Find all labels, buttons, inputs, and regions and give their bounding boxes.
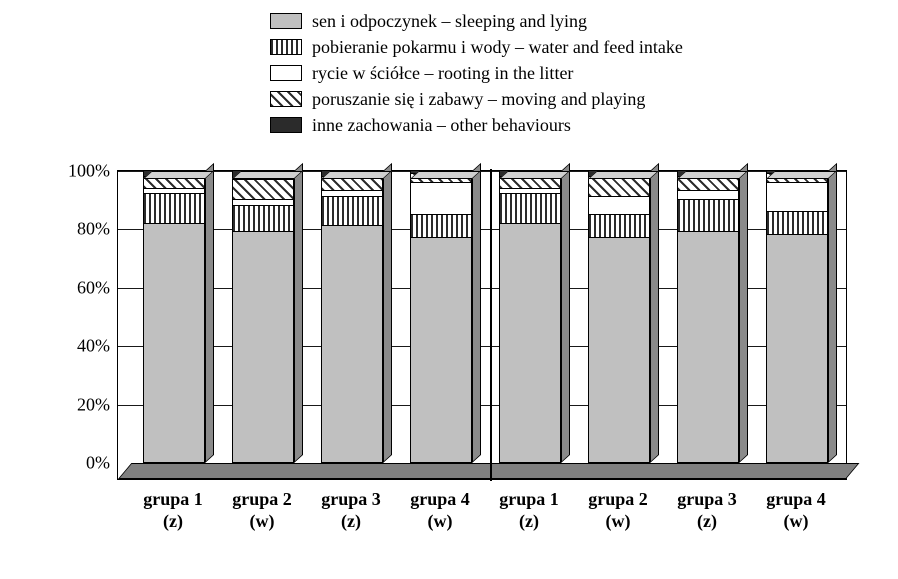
legend-label: sen i odpoczynek – sleeping and lying [312, 8, 587, 34]
bar-segment-rooting [588, 197, 650, 215]
chart-container: { "chart": { "type": "stacked-bar-3d-100… [0, 0, 898, 579]
bar [143, 171, 205, 463]
legend-label: rycie w ściółce – rooting in the litter [312, 60, 573, 86]
legend-item: poruszanie się i zabawy – moving and pla… [270, 86, 683, 112]
bar-segment-sleep [766, 235, 828, 463]
x-category-label: grupa 2(w) [217, 488, 307, 532]
bar-segment-moving [677, 177, 739, 192]
bar-segment-sleep [588, 238, 650, 463]
y-tick-label: 100% [50, 161, 110, 182]
bar-segment-sleep [410, 238, 472, 463]
bar-segment-intake [410, 215, 472, 238]
bar-segment-intake [143, 194, 205, 223]
bar-top-face [410, 171, 481, 179]
bar [766, 171, 828, 463]
bar-side-face [472, 163, 481, 463]
x-category-label: grupa 2(w) [573, 488, 663, 532]
bar-segment-rooting [766, 183, 828, 212]
bar-segment-sleep [143, 224, 205, 463]
bar-side-face [828, 163, 837, 463]
x-category-label: grupa 4(w) [751, 488, 841, 532]
mid-divider [490, 169, 492, 481]
y-tick-label: 40% [50, 336, 110, 357]
bar-segment-moving [321, 177, 383, 192]
bar-segment-rooting [410, 183, 472, 215]
bar-segment-intake [766, 212, 828, 235]
y-tick-label: 80% [50, 219, 110, 240]
bar-segment-intake [499, 194, 561, 223]
legend-swatch-intake [270, 39, 302, 55]
legend-label: poruszanie się i zabawy – moving and pla… [312, 86, 645, 112]
x-category-label: grupa 3(z) [306, 488, 396, 532]
bar-side-face [561, 163, 570, 463]
bar-side-face [205, 163, 214, 463]
bar-segment-sleep [321, 226, 383, 463]
bar-top-face [499, 171, 570, 179]
bar-segment-intake [677, 200, 739, 232]
bar-segment-intake [588, 215, 650, 238]
plot-area: 0%20%40%60%80%100% [117, 170, 847, 480]
bar-segment-intake [321, 197, 383, 226]
legend-item: sen i odpoczynek – sleeping and lying [270, 8, 683, 34]
bar-side-face [650, 163, 659, 463]
x-category-label: grupa 4(w) [395, 488, 485, 532]
bar-top-face [232, 171, 303, 179]
x-category-label: grupa 3(z) [662, 488, 752, 532]
bar-side-face [739, 163, 748, 463]
bar [677, 171, 739, 463]
legend-label: pobieranie pokarmu i wody – water and fe… [312, 34, 683, 60]
x-category-label: grupa 1(z) [484, 488, 574, 532]
bar-segment-intake [232, 206, 294, 232]
y-tick-label: 60% [50, 277, 110, 298]
bar [499, 171, 561, 463]
bar-top-face [588, 171, 659, 179]
legend-item: inne zachowania – other behaviours [270, 112, 683, 138]
bar [588, 171, 650, 463]
bar [410, 171, 472, 463]
bar-segment-moving [588, 177, 650, 197]
legend-label: inne zachowania – other behaviours [312, 112, 571, 138]
bar-side-face [383, 163, 392, 463]
bar [321, 171, 383, 463]
legend-swatch-rooting [270, 65, 302, 81]
bar-segment-sleep [499, 224, 561, 463]
legend-swatch-moving [270, 91, 302, 107]
legend-swatch-other [270, 117, 302, 133]
x-category-label: grupa 1(z) [128, 488, 218, 532]
y-tick-label: 0% [50, 453, 110, 474]
bar [232, 171, 294, 463]
legend-item: pobieranie pokarmu i wody – water and fe… [270, 34, 683, 60]
bar-side-face [294, 163, 303, 463]
bar-segment-sleep [677, 232, 739, 463]
bar-segment-rooting [677, 191, 739, 200]
bar-segment-moving [232, 180, 294, 200]
legend: sen i odpoczynek – sleeping and lying po… [270, 8, 683, 138]
legend-item: rycie w ściółce – rooting in the litter [270, 60, 683, 86]
legend-swatch-sleep [270, 13, 302, 29]
bar-top-face [321, 171, 392, 179]
bar-top-face [766, 171, 837, 179]
y-tick-label: 20% [50, 394, 110, 415]
bar-top-face [143, 171, 214, 179]
bar-segment-sleep [232, 232, 294, 463]
bar-top-face [677, 171, 748, 179]
